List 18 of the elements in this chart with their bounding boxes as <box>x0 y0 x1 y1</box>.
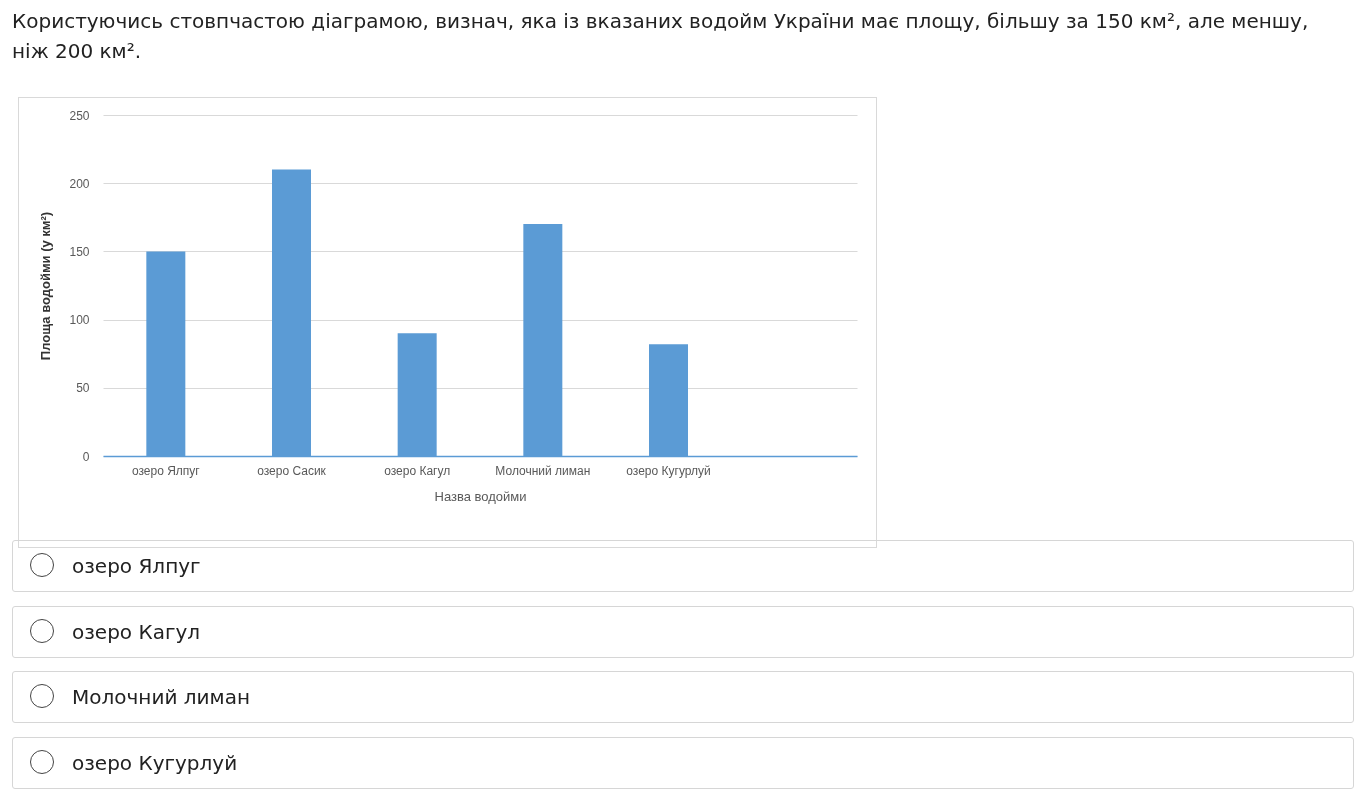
x-tick-label: Молочний лиман <box>495 463 591 478</box>
text: Молочний лиман <box>72 685 250 709</box>
y-axis-title: Площа водойми (у км²) <box>38 211 54 361</box>
x-axis-title: Назва водойми <box>434 488 527 504</box>
y-tick-label: 250 <box>69 108 90 123</box>
y-tick-label: 200 <box>69 176 90 191</box>
text: озеро Кагул <box>72 619 201 644</box>
x-tick-label: озеро Кагул <box>384 463 451 478</box>
x-tick-label: озеро Кугурлуй <box>626 463 711 478</box>
y-tick-label: 0 <box>82 449 90 464</box>
chart-title: Користуючись стовпчастою діаграмою, визнач, яка із вказаних водойм України має площу, більшу за 150 км², але меншу, ніж 200 км². <box>12 8 1310 65</box>
x-tick-label: озеро Ялпуг <box>131 463 201 478</box>
y-tick-label: 150 <box>69 244 90 259</box>
text: озеро Кугурлуй <box>72 750 238 775</box>
x-tick-label: озеро Сасик <box>257 463 327 478</box>
text: озеро Ялпуг <box>72 554 201 578</box>
y-tick-label: 50 <box>76 381 90 396</box>
y-tick-label: 100 <box>69 313 90 328</box>
